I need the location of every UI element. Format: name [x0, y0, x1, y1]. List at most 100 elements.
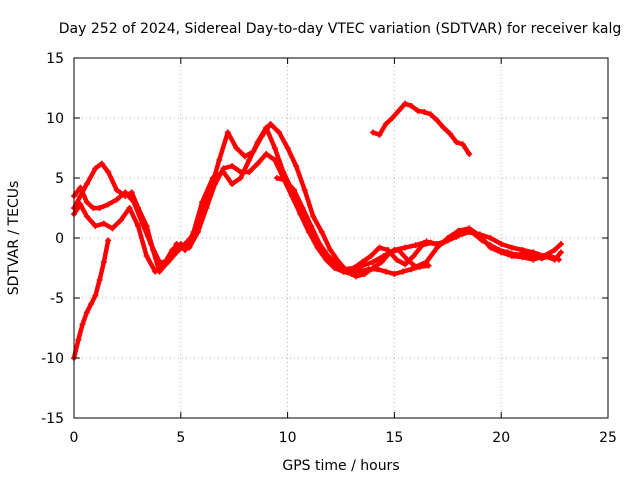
data-point	[83, 213, 90, 220]
data-point	[316, 241, 323, 247]
data-point	[487, 242, 494, 249]
data-point	[135, 223, 142, 229]
data-point	[508, 244, 515, 251]
data-point	[323, 256, 330, 263]
data-point	[299, 205, 306, 211]
data-point	[224, 129, 231, 136]
data-point	[83, 181, 90, 187]
data-point	[143, 253, 150, 259]
data-point	[96, 205, 103, 211]
data-point	[378, 259, 385, 265]
x-tick-label: 25	[599, 430, 617, 446]
data-point	[325, 253, 332, 259]
data-point	[301, 187, 308, 193]
data-point	[376, 244, 383, 251]
data-point	[399, 268, 406, 275]
data-point	[376, 131, 383, 138]
data-point	[538, 255, 545, 262]
data-point	[370, 259, 377, 265]
data-point	[453, 139, 460, 145]
data-point	[77, 201, 84, 208]
data-point	[113, 196, 120, 203]
data-point	[305, 229, 312, 235]
data-point	[282, 177, 289, 184]
data-point	[414, 107, 421, 114]
data-point	[318, 229, 325, 235]
data-point	[254, 160, 261, 167]
data-point	[276, 129, 283, 136]
data-point	[186, 244, 193, 251]
tick-layer: 0 5 10 15 20 25 -15 -10 -5 0 5 10 15	[41, 51, 617, 446]
data-point	[530, 253, 537, 259]
data-point	[427, 111, 434, 118]
data-point	[220, 165, 227, 172]
data-point	[402, 261, 409, 268]
chart-title: Day 252 of 2024, Sidereal Day-to-day VTE…	[59, 21, 621, 37]
data-point	[267, 121, 274, 127]
data-point	[440, 124, 447, 131]
x-tick-label: 20	[492, 430, 510, 446]
data-point	[496, 247, 503, 253]
data-point	[211, 181, 218, 187]
data-point	[558, 249, 565, 256]
data-point	[434, 117, 441, 124]
data-point	[466, 151, 473, 157]
x-tick-label: 15	[385, 430, 403, 446]
data-point	[75, 337, 82, 343]
data-point	[408, 266, 415, 273]
data-point	[333, 261, 340, 268]
data-point	[453, 233, 460, 240]
data-point	[241, 153, 248, 160]
data-point	[100, 259, 107, 265]
data-point	[173, 249, 180, 256]
data-point	[229, 163, 236, 169]
data-point	[395, 107, 402, 114]
x-tick-label: 0	[70, 430, 79, 446]
data-point	[130, 199, 137, 205]
data-point	[425, 262, 432, 269]
data-point	[92, 165, 99, 172]
data-point	[152, 268, 159, 275]
data-point	[395, 247, 402, 253]
x-tick-label: 5	[176, 430, 185, 446]
data-point	[359, 259, 366, 265]
data-point	[382, 268, 389, 275]
data-point	[147, 241, 154, 247]
data-point	[393, 256, 400, 263]
y-tick-label: 10	[46, 111, 64, 127]
grid-layer	[74, 58, 608, 418]
data-point	[446, 130, 453, 137]
data-point	[389, 115, 396, 121]
x-tick-label: 10	[279, 430, 297, 446]
data-point	[421, 109, 428, 115]
data-point	[271, 145, 278, 151]
data-point	[487, 235, 494, 241]
data-point	[348, 271, 355, 277]
data-point	[478, 237, 485, 244]
y-tick-label: -15	[41, 411, 64, 427]
data-point	[293, 163, 300, 169]
data-point	[555, 256, 562, 263]
data-point	[90, 205, 97, 211]
data-point	[342, 266, 349, 273]
data-point	[436, 242, 443, 249]
data-point	[113, 187, 120, 193]
y-tick-label: 15	[46, 51, 64, 67]
y-tick-label: -10	[41, 351, 64, 367]
data-point	[160, 261, 167, 268]
data-point	[105, 169, 112, 175]
data-point	[271, 157, 278, 163]
series-layer	[71, 100, 565, 361]
data-point	[513, 251, 520, 258]
data-point	[105, 237, 112, 244]
data-point	[408, 103, 415, 109]
data-point	[412, 242, 419, 249]
data-point	[250, 148, 257, 155]
data-point	[83, 309, 90, 316]
data-point	[139, 220, 146, 227]
data-point	[444, 237, 451, 244]
data-point	[105, 201, 112, 208]
data-point	[263, 151, 270, 157]
data-point	[92, 223, 99, 229]
y-tick-label: -5	[50, 291, 64, 307]
